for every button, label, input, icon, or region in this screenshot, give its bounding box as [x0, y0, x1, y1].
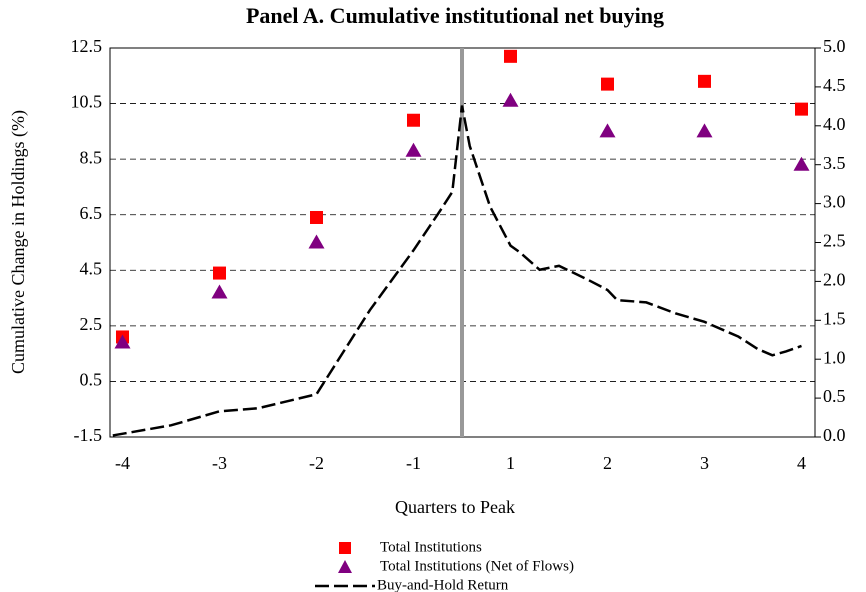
- y-tick-label: 2.5: [80, 314, 103, 334]
- y2-tick-label: 0.0: [823, 425, 846, 445]
- legend-label: Buy-and-Hold Return: [377, 577, 509, 592]
- y2-tick-label: 4.5: [823, 75, 846, 95]
- y2-tick-label: 0.5: [823, 386, 846, 406]
- legend: Total Institutions Total Institutions (Ne…: [315, 539, 574, 592]
- triangle-marker: [308, 234, 325, 249]
- x-tick-label: -1: [406, 453, 421, 473]
- x-tick-label: 3: [700, 453, 709, 473]
- x-tick-label: -3: [212, 453, 227, 473]
- chart-title: Panel A. Cumulative institutional net bu…: [246, 3, 664, 28]
- y2-tick-label: 1.0: [823, 347, 846, 367]
- y-tick-label: 8.5: [80, 147, 103, 167]
- x-tick-label: 4: [797, 453, 806, 473]
- triangle-marker: [114, 334, 131, 349]
- y-axis-label: Cumulative Change in Holdings (%): [8, 110, 29, 374]
- x-tick-label: -4: [115, 453, 130, 473]
- y2-tick-label: 3.5: [823, 153, 846, 173]
- y-tick-label: 10.5: [71, 92, 103, 112]
- x-tick-label: -2: [309, 453, 324, 473]
- legend-label: Total Institutions (Net of Flows): [380, 558, 574, 574]
- y2-tick-label: 5.0: [823, 36, 846, 56]
- y2-tick-label: 4.0: [823, 114, 846, 134]
- triangle-marker: [211, 284, 228, 299]
- y2-tick-label: 2.0: [823, 270, 846, 290]
- triangle-marker: [405, 142, 422, 157]
- y-tick-label: 12.5: [71, 36, 103, 56]
- triangle-marker: [696, 123, 713, 138]
- triangle-marker: [793, 156, 810, 171]
- y2-tick-label: 3.0: [823, 192, 846, 212]
- y2-tick-label: 2.5: [823, 231, 846, 251]
- legend-marker: [339, 542, 351, 554]
- square-marker: [698, 74, 711, 88]
- legend-marker: [338, 560, 352, 573]
- y2-tick-label: 1.5: [823, 308, 846, 328]
- y-tick-label: 4.5: [80, 258, 103, 278]
- x-tick-label: 1: [506, 453, 515, 473]
- square-marker: [213, 266, 226, 280]
- y-tick-label: -1.5: [74, 425, 103, 445]
- square-marker: [310, 210, 323, 224]
- y-tick-label: 6.5: [80, 203, 103, 223]
- legend-label: Total Institutions: [380, 539, 482, 555]
- square-marker: [407, 113, 420, 127]
- triangle-marker: [599, 123, 616, 138]
- x-axis-label: Quarters to Peak: [395, 497, 515, 517]
- return-line: [112, 105, 802, 437]
- square-marker: [795, 102, 808, 116]
- square-marker: [601, 77, 614, 91]
- square-marker: [504, 49, 517, 63]
- triangle-marker: [502, 92, 519, 107]
- y-tick-label: 0.5: [80, 370, 103, 390]
- x-tick-label: 2: [603, 453, 612, 473]
